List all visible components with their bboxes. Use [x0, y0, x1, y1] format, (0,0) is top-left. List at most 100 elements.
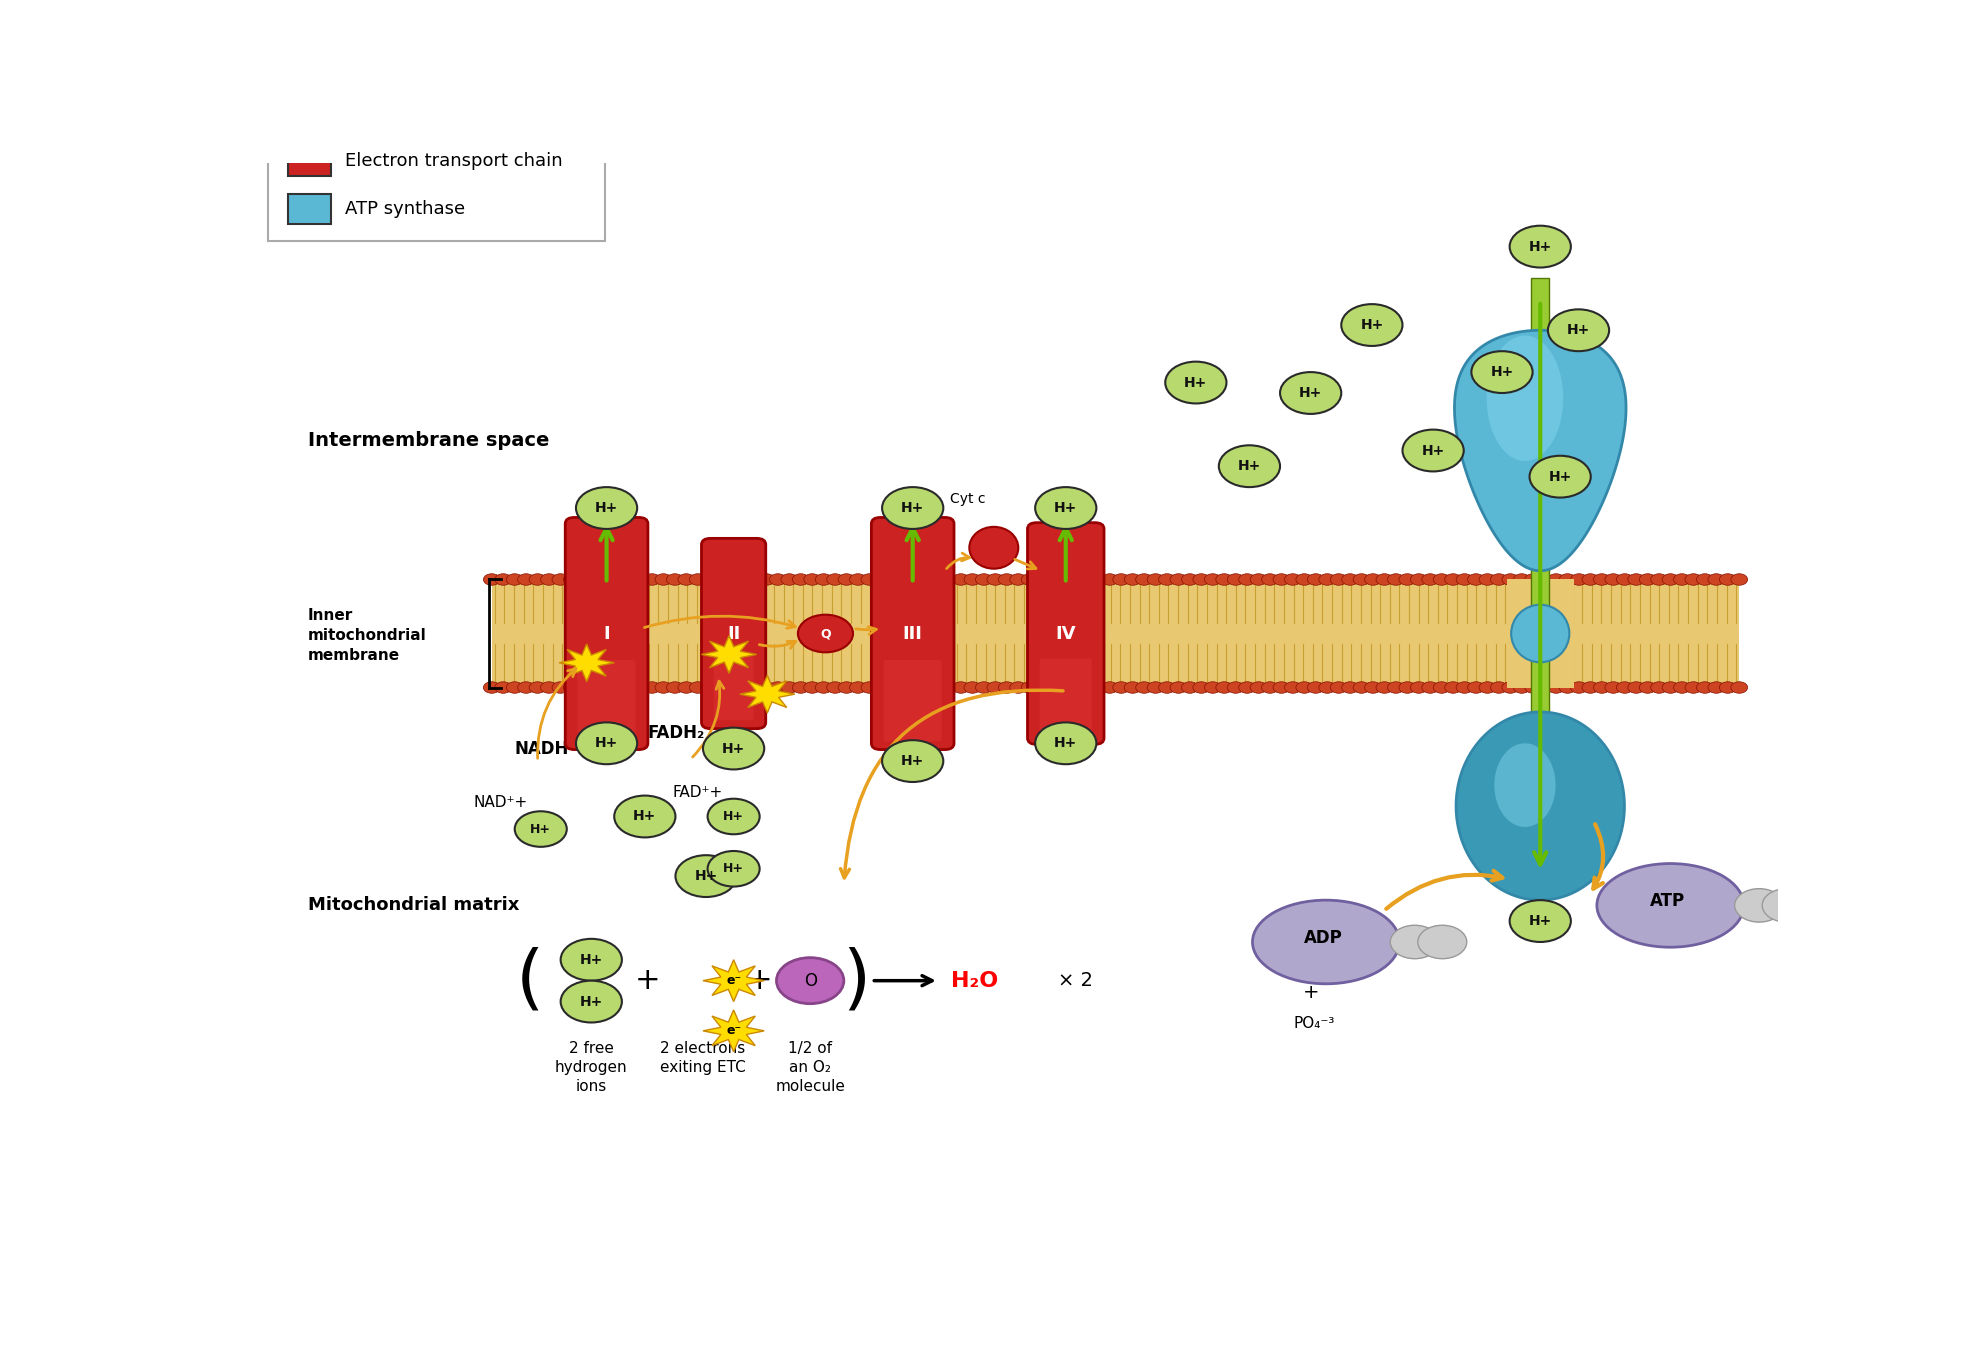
FancyBboxPatch shape [713, 655, 754, 720]
Circle shape [952, 573, 970, 585]
Circle shape [713, 573, 729, 585]
Circle shape [1136, 573, 1153, 585]
Circle shape [1319, 573, 1335, 585]
Circle shape [577, 722, 638, 765]
Text: H+: H+ [1548, 470, 1572, 483]
Circle shape [1280, 372, 1341, 414]
Circle shape [1226, 682, 1244, 694]
Text: ATP synthase: ATP synthase [346, 200, 464, 219]
Polygon shape [1495, 743, 1556, 827]
Circle shape [1471, 352, 1533, 392]
Circle shape [964, 573, 982, 585]
Circle shape [930, 682, 946, 694]
Circle shape [804, 573, 822, 585]
Circle shape [1284, 573, 1302, 585]
Circle shape [1365, 573, 1381, 585]
Circle shape [1009, 573, 1027, 585]
Circle shape [575, 682, 592, 694]
Circle shape [1444, 682, 1462, 694]
Text: ATP: ATP [1649, 892, 1685, 910]
Circle shape [1341, 573, 1359, 585]
Circle shape [1165, 361, 1226, 403]
Circle shape [666, 682, 683, 694]
Circle shape [918, 573, 934, 585]
Circle shape [861, 682, 877, 694]
Circle shape [1594, 573, 1610, 585]
Circle shape [1434, 682, 1450, 694]
Text: NAD⁺+: NAD⁺+ [474, 796, 527, 811]
Circle shape [484, 573, 500, 585]
Circle shape [1319, 682, 1335, 694]
Circle shape [1035, 488, 1096, 530]
Circle shape [1398, 682, 1416, 694]
Circle shape [1398, 573, 1416, 585]
Text: Q: Q [820, 627, 831, 640]
Circle shape [587, 682, 602, 694]
Circle shape [792, 573, 810, 585]
Circle shape [1558, 573, 1576, 585]
Circle shape [703, 728, 764, 770]
Circle shape [988, 573, 1003, 585]
Circle shape [942, 573, 958, 585]
Circle shape [1377, 682, 1392, 694]
Text: H+: H+ [1055, 501, 1078, 515]
Circle shape [644, 682, 660, 694]
Circle shape [517, 682, 535, 694]
Text: H+: H+ [579, 994, 602, 1009]
Circle shape [1456, 573, 1473, 585]
Circle shape [620, 573, 638, 585]
Circle shape [1410, 573, 1428, 585]
Circle shape [656, 682, 672, 694]
Circle shape [701, 682, 717, 694]
Circle shape [758, 573, 774, 585]
Text: H+: H+ [579, 953, 602, 967]
Text: Intermembrane space: Intermembrane space [308, 430, 549, 449]
Circle shape [1147, 573, 1163, 585]
FancyBboxPatch shape [701, 538, 766, 729]
Circle shape [1193, 682, 1211, 694]
Text: Cyt c: Cyt c [950, 492, 986, 507]
Circle shape [1734, 888, 1783, 922]
Circle shape [1548, 310, 1610, 352]
Circle shape [1035, 722, 1096, 765]
Circle shape [1033, 573, 1049, 585]
Circle shape [1639, 573, 1657, 585]
Circle shape [1205, 682, 1221, 694]
Circle shape [1377, 573, 1392, 585]
Text: e⁻: e⁻ [727, 1024, 741, 1038]
Circle shape [675, 856, 737, 898]
Circle shape [723, 682, 741, 694]
Circle shape [1066, 573, 1084, 585]
Circle shape [1066, 682, 1084, 694]
Polygon shape [701, 636, 756, 674]
Circle shape [1169, 682, 1187, 694]
Circle shape [1548, 573, 1564, 585]
Circle shape [484, 682, 500, 694]
Circle shape [1582, 682, 1600, 694]
Circle shape [1651, 573, 1667, 585]
Text: H+: H+ [529, 823, 551, 835]
Circle shape [496, 682, 512, 694]
Circle shape [1444, 573, 1462, 585]
Circle shape [707, 799, 760, 834]
Circle shape [776, 957, 843, 1004]
Text: H+: H+ [1491, 365, 1513, 379]
Circle shape [1296, 682, 1313, 694]
Text: H+: H+ [1300, 386, 1323, 401]
Circle shape [1434, 573, 1450, 585]
Circle shape [1169, 573, 1187, 585]
Circle shape [780, 682, 798, 694]
Circle shape [885, 573, 901, 585]
Bar [879, 579, 946, 689]
Circle shape [930, 573, 946, 585]
Text: FAD⁺+: FAD⁺+ [672, 785, 723, 800]
Circle shape [1529, 456, 1590, 497]
Circle shape [1651, 682, 1667, 694]
Circle shape [1390, 925, 1440, 959]
Circle shape [1353, 573, 1371, 585]
Circle shape [1102, 682, 1118, 694]
Polygon shape [703, 1010, 764, 1051]
Circle shape [873, 682, 889, 694]
Circle shape [689, 573, 707, 585]
Circle shape [1250, 573, 1268, 585]
